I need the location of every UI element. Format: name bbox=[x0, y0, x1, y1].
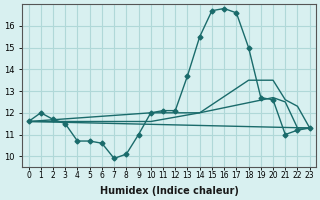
X-axis label: Humidex (Indice chaleur): Humidex (Indice chaleur) bbox=[100, 186, 239, 196]
